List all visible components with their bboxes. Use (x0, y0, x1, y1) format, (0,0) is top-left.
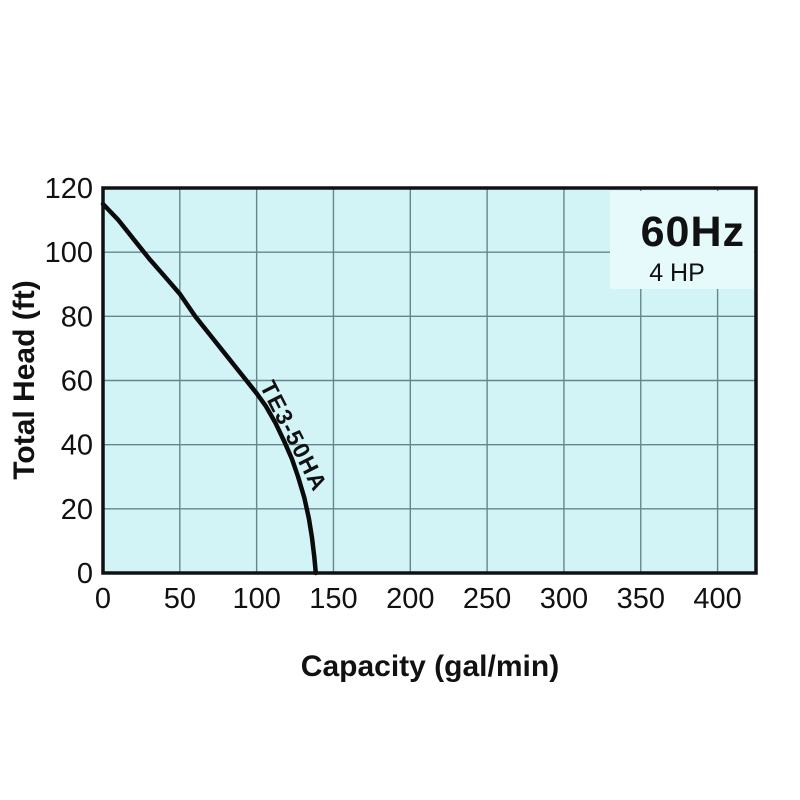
y-axis-tick-labels: 0 20 40 60 80 100 120 (45, 173, 93, 590)
x-tick-label: 0 (95, 583, 111, 615)
y-tick-label: 0 (77, 558, 93, 590)
y-tick-label: 100 (45, 237, 93, 269)
x-tick-label: 250 (463, 583, 511, 615)
frequency-label: 60Hz (641, 208, 745, 256)
annotation-backdrop (610, 191, 754, 289)
y-tick-label: 80 (61, 301, 93, 333)
x-tick-label: 100 (232, 583, 280, 615)
pump-curve (100, 201, 319, 576)
plot-border (101, 186, 758, 575)
x-axis-tick-labels: 0 50 100 150 200 250 300 350 400 (95, 583, 742, 615)
x-tick-label: 350 (617, 583, 665, 615)
x-tick-label: 50 (164, 583, 196, 615)
x-axis-title: Capacity (gal/min) (301, 650, 559, 683)
x-tick-label: 150 (309, 583, 357, 615)
y-tick-label: 120 (45, 173, 93, 205)
y-tick-label: 20 (61, 494, 93, 526)
y-tick-label: 60 (61, 366, 93, 398)
x-tick-label: 200 (386, 583, 434, 615)
x-tick-label: 400 (693, 583, 741, 615)
y-axis-title: Total Head (ft) (8, 280, 41, 479)
y-tick-label: 40 (61, 430, 93, 462)
power-label: 4 HP (649, 259, 705, 287)
x-tick-label: 300 (540, 583, 588, 615)
